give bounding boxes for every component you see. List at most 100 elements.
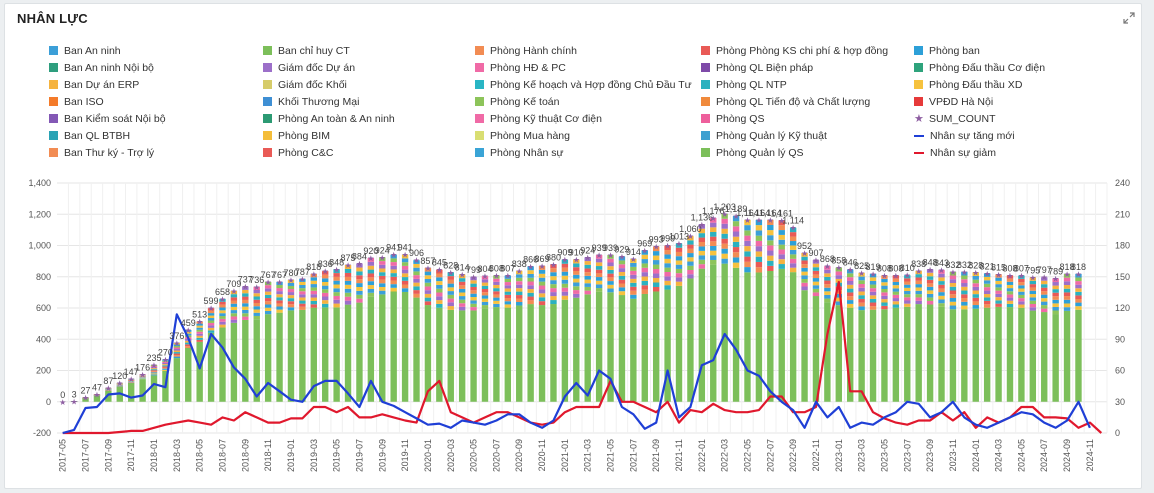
bar-segment xyxy=(367,258,375,262)
legend-item[interactable]: Ban QL BTBH xyxy=(49,127,263,144)
legend-item[interactable]: Phòng Phòng KS chi phí & hợp đồng xyxy=(701,42,914,59)
bar-segment xyxy=(424,297,432,302)
bar-segment xyxy=(584,286,591,291)
stacked-bar xyxy=(1018,275,1025,402)
stacked-bar xyxy=(458,274,466,402)
bar-segment xyxy=(219,327,226,402)
x-tick-label: 2022-11 xyxy=(811,439,821,471)
legend-item[interactable]: Phòng HĐ & PC xyxy=(475,59,701,76)
legend-item[interactable]: Phòng Kỹ thuật Cơ điện xyxy=(475,110,701,127)
bar-segment xyxy=(961,309,968,402)
legend-item[interactable]: Phòng QL Biện pháp xyxy=(701,59,914,76)
bar-segment xyxy=(173,346,181,348)
legend-label: Phòng ban xyxy=(929,44,980,57)
legend-item[interactable]: Phòng An toàn & An ninh xyxy=(263,110,475,127)
bar-segment xyxy=(938,292,945,296)
bar-segment xyxy=(424,279,432,283)
legend-item[interactable]: Ban An ninh Nội bộ xyxy=(49,59,263,76)
legend-item[interactable]: Ban Thư ký - Trợ lý xyxy=(49,144,263,160)
bar-segment xyxy=(538,297,546,302)
bar-segment xyxy=(322,303,329,308)
bar-segment xyxy=(230,294,238,298)
y-right-tick-label: 60 xyxy=(1115,366,1125,376)
legend-item[interactable]: Phòng Đấu thầu XD xyxy=(914,76,1114,93)
legend-item[interactable]: VPĐD Hà Nội xyxy=(914,93,1114,110)
expand-icon[interactable] xyxy=(1123,12,1135,24)
sum-count-label: 1,136 xyxy=(691,212,714,222)
sum-count-label: 270 xyxy=(158,348,173,358)
legend-item[interactable]: Ban Dự án ERP xyxy=(49,76,263,93)
bar-segment xyxy=(447,302,454,307)
bar-segment xyxy=(664,276,671,281)
sum-count-label: 737 xyxy=(238,275,253,285)
legend-item[interactable]: Phòng Đấu thầu Cơ điện xyxy=(914,59,1114,76)
bar-segment xyxy=(949,279,957,284)
legend-item[interactable]: Phòng Kế hoạch và Hợp đồng Chủ Đầu Tư xyxy=(475,76,701,93)
legend-swatch xyxy=(475,80,484,89)
bar-segment xyxy=(995,287,1002,291)
bar-segment xyxy=(447,294,454,299)
bar-segment xyxy=(367,269,375,274)
legend-item[interactable]: ★ SUM_COUNT xyxy=(914,110,1114,127)
bar-segment xyxy=(230,319,238,323)
legend-item[interactable]: Khối Thương Mại xyxy=(263,93,475,110)
bar-segment xyxy=(995,277,1002,281)
bar-segment xyxy=(379,261,386,265)
legend-item[interactable]: Ban An ninh xyxy=(49,42,263,59)
legend-item[interactable]: Phòng QL NTP xyxy=(701,76,914,93)
x-tick-label: 2017-09 xyxy=(103,439,113,472)
legend-item[interactable]: Phòng QS xyxy=(701,110,914,127)
bar-segment xyxy=(881,309,888,402)
legend-item[interactable]: Phòng Kế toán xyxy=(475,93,701,110)
legend-item[interactable]: Phòng BIM xyxy=(263,127,475,144)
legend-item[interactable]: Phòng Mua hàng xyxy=(475,127,701,144)
bar-segment xyxy=(538,305,546,402)
bar-segment xyxy=(938,299,945,304)
legend-item[interactable]: Phòng Nhân sự xyxy=(475,144,701,160)
legend-item[interactable]: Phòng QL Tiến độ và Chất lượng xyxy=(701,93,914,110)
legend-item[interactable]: Phòng Hành chính xyxy=(475,42,701,59)
bar-segment xyxy=(253,299,260,303)
sum-count-star: ★ xyxy=(869,270,876,279)
bar-segment xyxy=(710,227,717,232)
legend-item[interactable]: Phòng C&C xyxy=(263,144,475,160)
legend-item[interactable]: Phòng Quản lý QS xyxy=(701,144,914,160)
bar-segment xyxy=(322,289,329,293)
bar-segment xyxy=(162,362,169,365)
stacked-bar xyxy=(595,255,603,402)
stacked-bar xyxy=(93,394,101,402)
bar-segment xyxy=(995,306,1002,402)
x-tick-label: 2024-07 xyxy=(1039,439,1049,472)
legend-item[interactable]: Ban chỉ huy CT xyxy=(263,42,475,59)
bar-segment xyxy=(1063,307,1071,311)
legend-label: Phòng Đấu thầu Cơ điện xyxy=(929,61,1046,74)
bar-segment xyxy=(264,294,272,299)
sum-count-label: 176 xyxy=(135,362,150,372)
sum-count-label: 513 xyxy=(192,310,207,320)
legend-item[interactable]: Ban ISO xyxy=(49,93,263,110)
legend-item[interactable]: Giám đốc Dự án xyxy=(263,59,475,76)
bar-segment xyxy=(550,292,557,297)
bar-segment xyxy=(858,302,865,307)
legend-swatch xyxy=(701,46,710,55)
legend-item[interactable]: Phòng Quản lý Kỹ thuật xyxy=(701,127,914,144)
legend-item[interactable]: Nhân sự tăng mới xyxy=(914,127,1114,144)
sum-count-star: ★ xyxy=(653,243,660,252)
bar-segment xyxy=(139,379,146,402)
bar-segment xyxy=(675,268,683,274)
bar-segment xyxy=(904,278,911,282)
bar-segment xyxy=(664,258,671,264)
legend-item[interactable]: Nhân sự giảm xyxy=(914,144,1114,160)
sum-count-star: ★ xyxy=(630,255,637,264)
legend-swatch xyxy=(475,46,484,55)
legend-item[interactable]: Ban Kiểm soát Nội bộ xyxy=(49,110,263,127)
x-tick-label: 2022-01 xyxy=(697,439,707,472)
bar-segment xyxy=(1029,287,1037,291)
bar-segment xyxy=(253,315,260,320)
bar-segment xyxy=(755,256,763,262)
legend-item[interactable]: Phòng ban xyxy=(914,42,1114,59)
legend-item[interactable]: Giám đốc Khối xyxy=(263,76,475,93)
bar-segment xyxy=(824,284,831,288)
bar-segment xyxy=(1075,306,1082,310)
bar-segment xyxy=(1075,291,1082,296)
